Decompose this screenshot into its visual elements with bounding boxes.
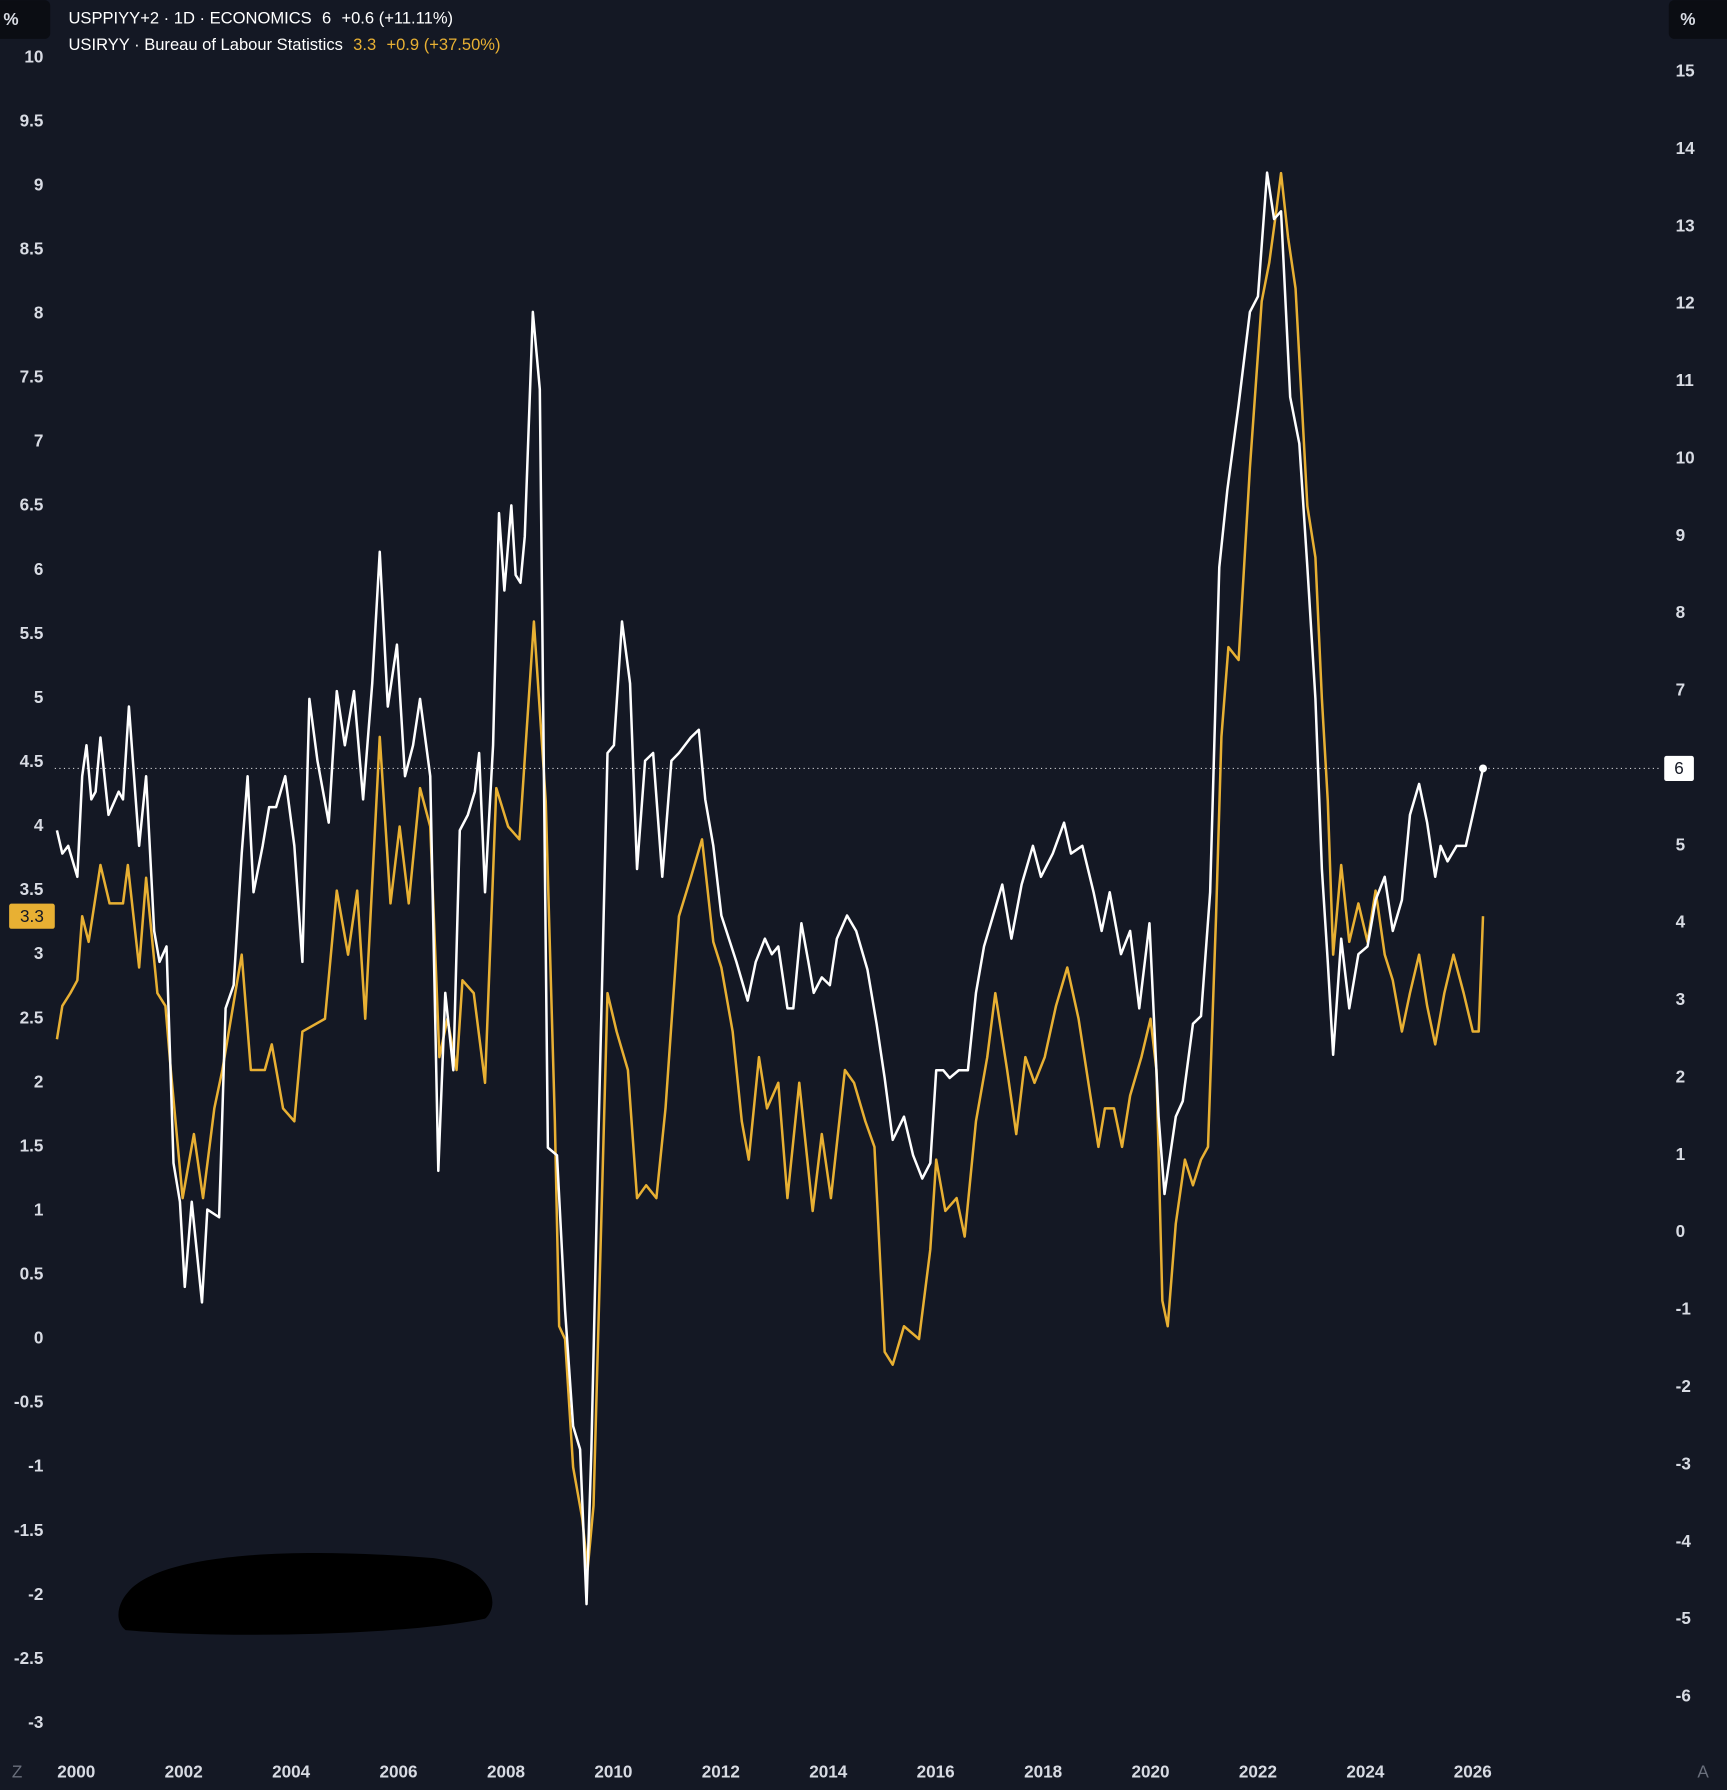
y2-tick-label: 13 [1676,216,1695,235]
x-tick-label: 2002 [165,1762,203,1781]
y2-tick-label: 14 [1676,139,1696,158]
plot-area: -3 -2.5 -2 -1.5 -1 -0.5 0 0.5 1 1.5 2 2.5 3 3.5 4 4.5 5 5… [9,47,1695,1781]
y2-tick-label: 1 [1676,1145,1686,1164]
series-line [55,171,1485,1606]
y2-tick-label: -3 [1676,1454,1691,1473]
y-tick-label: 3.5 [20,880,44,899]
y-tick-label: 5.5 [20,624,44,643]
last-value-tag [1664,755,1694,782]
legend-change: +0.6 (+11.11%) [341,9,453,28]
x-tick-label: 2000 [57,1762,95,1781]
x-tick-label: 2012 [702,1762,740,1781]
last-value-label: 6 [1674,759,1684,778]
y-tick-label: -1.5 [14,1521,44,1540]
y-tick-label: -0.5 [14,1393,44,1412]
series-line [55,171,1485,1571]
y-tick-label: 8.5 [20,239,44,258]
y2-tick-label: 7 [1676,681,1686,700]
y2-tick-label: 10 [1676,448,1695,467]
y2-tick-label: -1 [1676,1300,1692,1319]
auto-toggle[interactable]: A [1697,1762,1709,1781]
legend-change: +0.9 (+37.50%) [386,35,500,54]
y-tick-label: 3 [34,944,44,963]
y2-tick-label: -6 [1676,1687,1691,1706]
y2-tick-label: 12 [1676,294,1695,313]
x-tick-label: 2024 [1346,1762,1385,1781]
x-tick-label: 2020 [1131,1762,1169,1781]
y-tick-label: 1 [34,1200,44,1219]
y2-tick-label: -4 [1676,1532,1692,1551]
y-tick-label: -3 [28,1713,43,1732]
y2-tick-label: 0 [1676,1222,1686,1241]
y-tick-label: 9 [34,175,44,194]
last-point [1479,764,1488,773]
x-tick-label: 2022 [1239,1762,1277,1781]
y2-tick-label: 3 [1676,990,1686,1009]
y-tick-label: 7.5 [20,368,44,387]
y-tick-label: 7 [34,432,44,451]
y-tick-label: 8 [34,304,44,323]
x-tick-label: 2006 [380,1762,418,1781]
y-tick-label: 0.5 [20,1265,44,1284]
y-tick-label: -2.5 [14,1649,44,1668]
x-tick-label: 2010 [594,1762,632,1781]
x-tick-label: 2018 [1024,1762,1062,1781]
x-tick-label: 2026 [1454,1762,1492,1781]
y-tick-label: 2 [34,1072,44,1091]
y-tick-label: 2.5 [20,1008,44,1027]
y2-tick-label: 8 [1676,603,1686,622]
y-axis-unit: % [3,10,18,29]
y-tick-label: 9.5 [20,111,44,130]
legend-value: 3.3 [353,35,376,54]
y2-unit-box [1668,0,1727,39]
y2-tick-label: -5 [1676,1609,1692,1628]
y-tick-label: -1 [28,1457,44,1476]
y-unit-box [0,0,51,39]
y-tick-label: 6 [34,560,44,579]
y-tick-label: 6.5 [20,496,44,515]
y-tick-label: 1.5 [20,1136,44,1155]
legend-entry: USIRYY · Bureau of Labour Statistics 3.3 +… [68,35,500,54]
y2-tick-label: 15 [1676,62,1696,81]
y-tick-label: 4.5 [20,752,44,771]
y2-tick-label: 11 [1676,371,1695,390]
x-tick-label: 2004 [272,1762,311,1781]
last-value-label: 3.3 [20,907,44,926]
log-toggle[interactable]: Z [12,1762,22,1781]
x-tick-label: 2014 [809,1762,848,1781]
last-value-tag [9,903,55,929]
x-tick-label: 2016 [917,1762,955,1781]
y-tick-label: 0 [34,1329,44,1348]
x-tick-label: 2008 [487,1762,525,1781]
y-tick-label: 5 [34,688,44,707]
y2-axis-unit: % [1680,10,1695,29]
y-tick-label: -2 [28,1585,43,1604]
y-tick-label: 4 [34,816,44,835]
y2-tick-label: -2 [1676,1377,1691,1396]
redaction [118,1552,493,1635]
legend-value: 6 [322,9,331,28]
y2-tick-label: 9 [1676,526,1686,545]
y2-tick-label: 5 [1676,835,1686,854]
y-tick-label: 10 [24,47,43,66]
legend-name: USPPIYY+2 · 1D · ECONOMICS [68,9,311,28]
legend-entry: USPPIYY+2 · 1D · ECONOMICS 6 +0.6 (+11.11%… [68,9,453,28]
y2-tick-label: 2 [1676,1067,1686,1086]
y2-tick-label: 4 [1676,913,1686,932]
legend-name: USIRYY · Bureau of Labour Statistics [68,35,342,54]
